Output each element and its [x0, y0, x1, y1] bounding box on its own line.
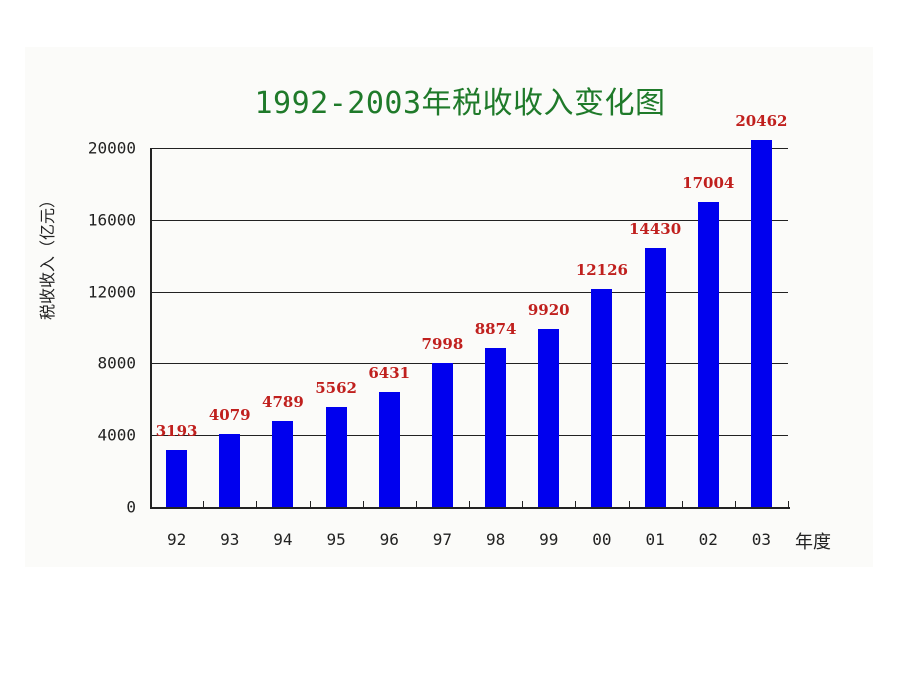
x-tick-label: 01 [645, 530, 665, 549]
gridline [150, 435, 788, 437]
x-tick-mark [415, 501, 417, 507]
x-axis-label: 年度 [795, 532, 831, 553]
x-tick-label: 99 [539, 530, 559, 549]
bar-99 [538, 328, 560, 507]
y-tick-label: 16000 [87, 210, 136, 230]
x-tick-mark [203, 501, 205, 507]
gridline [150, 363, 788, 365]
gridline [150, 219, 788, 221]
data-label: 14430 [628, 219, 682, 238]
x-tick-mark [788, 501, 789, 507]
chart-title: 1992-2003年税收收入变化图 [254, 86, 666, 121]
data-label: 3193 [155, 421, 198, 440]
bar-92 [166, 449, 188, 507]
bar-93 [219, 433, 241, 507]
data-label: 8874 [474, 319, 517, 338]
y-tick-label: 4000 [97, 425, 136, 445]
y-tick-label: 0 [126, 497, 136, 517]
x-tick-label: 02 [698, 530, 718, 549]
x-tick-mark [575, 501, 577, 507]
bar-95 [325, 407, 347, 507]
y-tick-label: 20000 [87, 138, 136, 158]
data-label: 4789 [262, 393, 304, 412]
bar-01 [644, 247, 666, 507]
plot-area: 0 4000 8000 12000 16000 20000 3193 4079 4789 5562… [88, 112, 790, 517]
data-label: 20462 [735, 111, 788, 130]
x-tick-mark [681, 501, 683, 507]
bar-02 [697, 201, 719, 507]
bar-94 [272, 421, 294, 507]
gridline [150, 291, 788, 293]
data-label: 12126 [575, 261, 628, 280]
x-tick-label: 96 [379, 530, 399, 549]
data-label: 7998 [421, 335, 464, 354]
y-tick-label: 12000 [87, 282, 136, 302]
x-tick-label: 00 [592, 530, 612, 549]
x-tick-mark [469, 501, 470, 507]
x-tick-label: 92 [166, 530, 187, 549]
x-axis-line [150, 507, 790, 509]
x-tick-label: 93 [220, 530, 240, 549]
x-tick-label: 94 [273, 530, 293, 549]
data-label: 6431 [368, 363, 411, 382]
x-tick-mark [309, 501, 311, 507]
x-tick-mark [628, 501, 630, 507]
bar-00 [591, 289, 613, 507]
bar-98 [485, 347, 507, 507]
x-tick-mark [256, 501, 258, 507]
bar-96 [378, 391, 400, 507]
data-label: 17004 [682, 173, 735, 192]
x-tick-mark [522, 501, 524, 507]
data-label: 4079 [208, 405, 251, 424]
data-label: 5562 [315, 379, 357, 398]
y-axis-line [150, 148, 152, 509]
data-label: 9920 [527, 300, 570, 319]
bar-97 [431, 363, 453, 507]
x-tick-label: 95 [326, 530, 346, 549]
bar-03 [750, 139, 772, 507]
x-tick-label: 03 [751, 530, 772, 549]
y-tick-label: 8000 [97, 353, 136, 373]
x-tick-mark [734, 501, 736, 507]
x-tick-label: 97 [432, 530, 453, 549]
x-tick-label: 98 [485, 530, 506, 549]
gridline [150, 148, 788, 149]
x-tick-mark [362, 501, 364, 507]
